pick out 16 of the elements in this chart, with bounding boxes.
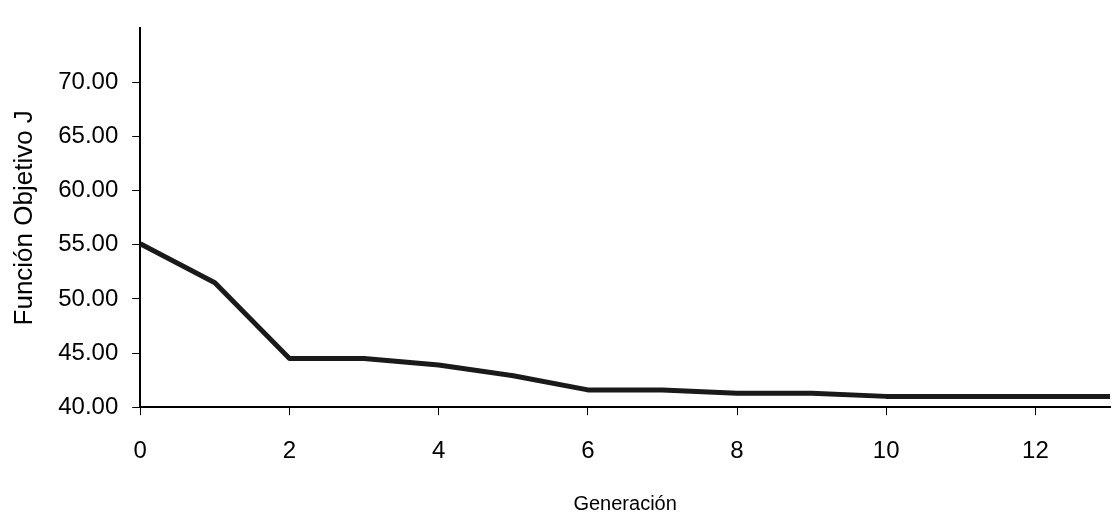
x-tick-label: 12	[1022, 436, 1049, 464]
x-tick-label: 4	[431, 436, 446, 464]
y-tick-label: 40.00	[58, 391, 119, 419]
y-tick-label: 45.00	[58, 337, 119, 365]
y-tick-label: 55.00	[58, 229, 119, 257]
x-tick-label: 8	[730, 436, 744, 464]
x-tick-label: 0	[133, 436, 147, 464]
x-axis-title: Generación	[573, 491, 677, 514]
y-axis-title: Función Objetivo J	[7, 110, 38, 326]
x-tick-label: 6	[581, 436, 595, 464]
x-tick-label: 10	[872, 436, 900, 464]
x-tick-label: 2	[282, 436, 297, 464]
y-tick-label: 60.00	[58, 175, 119, 203]
y-tick-label: 65.00	[58, 121, 119, 149]
y-tick-label: 50.00	[58, 283, 119, 311]
y-tick-label: 70.00	[58, 67, 119, 95]
